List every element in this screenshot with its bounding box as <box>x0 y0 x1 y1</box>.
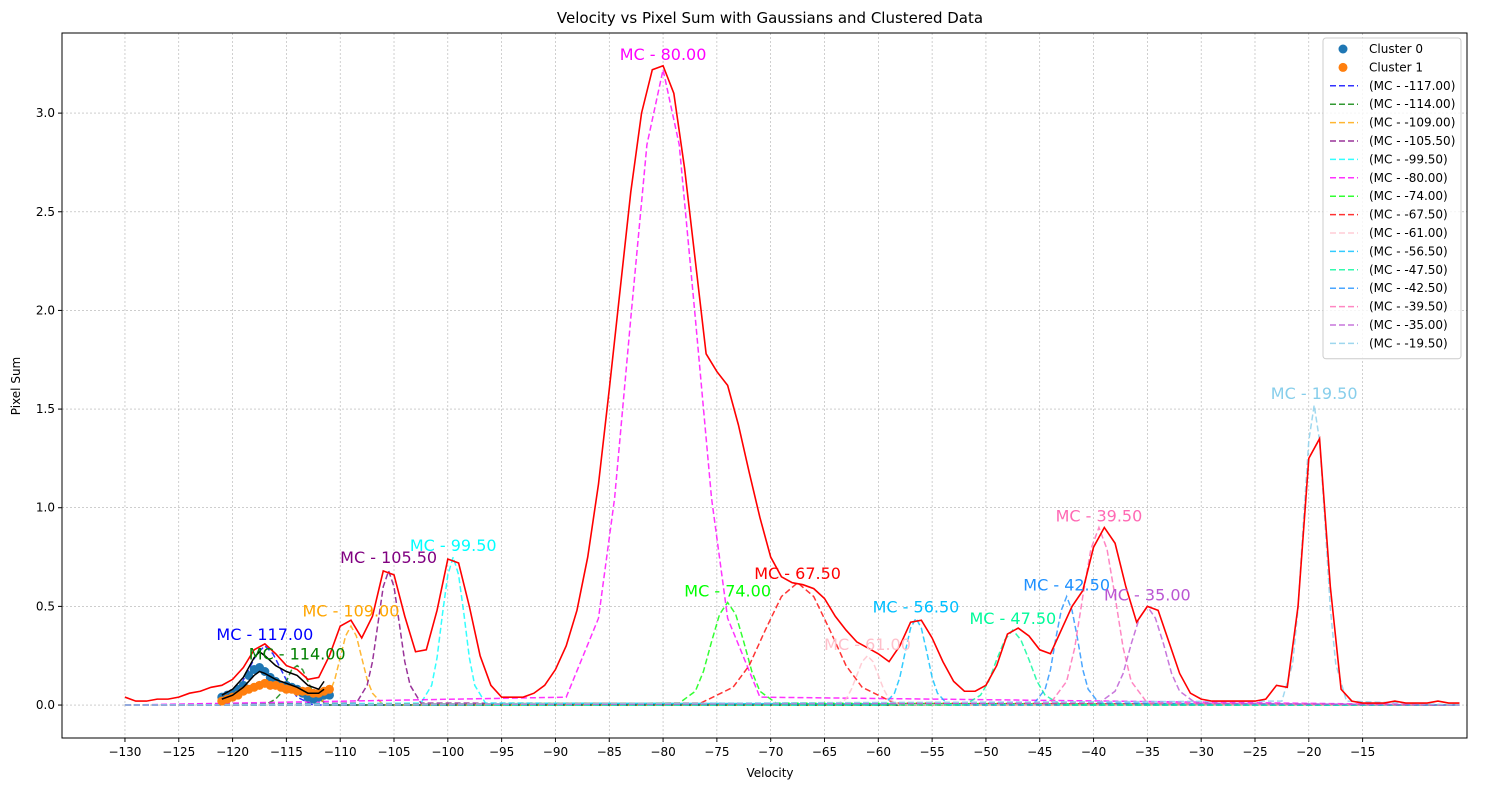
gaussian-line <box>124 405 1460 706</box>
x-tick-label: −120 <box>216 745 249 759</box>
annotation: MC - 19.50 <box>1271 384 1358 403</box>
x-tick-label: −90 <box>543 745 568 759</box>
annotation: MC - 67.50 <box>754 564 841 583</box>
scatter-point <box>324 684 334 694</box>
x-tick-label: −115 <box>270 745 303 759</box>
x-axis-label: Velocity <box>746 766 793 780</box>
fit-line <box>221 670 325 700</box>
y-tick-label: 2.0 <box>36 303 55 317</box>
x-tick-label: −55 <box>919 745 944 759</box>
annotation: MC - 56.50 <box>873 597 960 616</box>
y-tick-label: 1.0 <box>36 501 55 515</box>
y-tick-label: 0.5 <box>36 599 55 613</box>
x-tick-label: −20 <box>1296 745 1321 759</box>
x-tick-label: −100 <box>431 745 464 759</box>
gaussian-line <box>124 664 1460 706</box>
legend-label: Cluster 1 <box>1369 60 1423 74</box>
total-line <box>124 64 1460 704</box>
y-tick-label: 2.5 <box>36 205 55 219</box>
annotation: MC - 39.50 <box>1056 507 1143 526</box>
annotation: MC - 61.00 <box>824 635 911 654</box>
x-tick-label: −45 <box>1027 745 1052 759</box>
legend-label: (MC - -99.50) <box>1369 152 1448 166</box>
legend-marker <box>1338 44 1348 54</box>
annotation: MC - 117.00 <box>216 625 313 644</box>
x-tick-label: −95 <box>489 745 514 759</box>
annotation: MC - 114.00 <box>249 645 346 664</box>
x-tick-label: −60 <box>866 745 891 759</box>
x-tick-label: −85 <box>597 745 622 759</box>
annotation: MC - 105.50 <box>340 548 437 567</box>
x-tick-label: −15 <box>1350 745 1375 759</box>
legend-box <box>1322 37 1462 360</box>
gaussian-line <box>124 616 1460 706</box>
legend-label: (MC - -67.50) <box>1369 208 1448 222</box>
legend-label: (MC - -35.00) <box>1369 318 1448 332</box>
y-tick-label: 3.0 <box>36 106 55 120</box>
legend-label: (MC - -56.50) <box>1369 244 1448 258</box>
annotation: MC - 99.50 <box>410 536 497 555</box>
fit-line <box>221 650 325 696</box>
x-tick-label: −75 <box>704 745 729 759</box>
legend-label: (MC - -80.00) <box>1369 171 1448 185</box>
gaussian-line <box>124 628 1460 706</box>
legend-label: (MC - -105.50) <box>1369 134 1455 148</box>
legend-marker <box>1338 62 1348 72</box>
legend-label: (MC - -39.50) <box>1369 300 1448 314</box>
legend-label: (MC - -117.00) <box>1369 79 1455 93</box>
x-tick-label: −105 <box>378 745 411 759</box>
y-axis-label: Pixel Sum <box>9 357 23 415</box>
x-tick-label: −40 <box>1081 745 1106 759</box>
x-tick-label: −70 <box>758 745 783 759</box>
legend-label: Cluster 0 <box>1369 42 1423 56</box>
gaussian-line <box>124 568 1460 706</box>
gaussian-line <box>124 554 1460 706</box>
annotation: MC - 74.00 <box>684 582 771 601</box>
gaussian-line <box>124 69 1460 706</box>
chart-title: Velocity vs Pixel Sum with Gaussians and… <box>557 9 983 27</box>
y-tick-label: 1.5 <box>36 402 55 416</box>
x-tick-label: −130 <box>108 745 141 759</box>
x-tick-label: −25 <box>1242 745 1267 759</box>
annotation: MC - 42.50 <box>1023 576 1110 595</box>
gaussian-line <box>124 594 1460 706</box>
x-tick-label: −125 <box>162 745 195 759</box>
plot-frame <box>61 32 1468 739</box>
annotation: MC - 80.00 <box>620 45 707 64</box>
gaussian-line <box>124 525 1460 706</box>
x-tick-label: −110 <box>324 745 357 759</box>
legend-label: (MC - -74.00) <box>1369 189 1448 203</box>
annotation: MC - 47.50 <box>969 609 1056 628</box>
legend-label: (MC - -47.50) <box>1369 263 1448 277</box>
gaussian-line <box>124 581 1460 706</box>
legend-label: (MC - -42.50) <box>1369 281 1448 295</box>
gaussian-line <box>124 601 1460 706</box>
x-tick-label: −35 <box>1135 745 1160 759</box>
y-tick-label: 0.0 <box>36 698 55 712</box>
x-tick-label: −65 <box>812 745 837 759</box>
scatter-point <box>260 667 270 677</box>
legend-label: (MC - -109.00) <box>1369 116 1455 130</box>
annotation: MC - 35.00 <box>1104 585 1191 604</box>
x-tick-label: −50 <box>973 745 998 759</box>
legend-label: (MC - -19.50) <box>1369 336 1448 350</box>
legend-label: (MC - -114.00) <box>1369 97 1455 111</box>
legend-label: (MC - -61.00) <box>1369 226 1448 240</box>
annotation: MC - 109.00 <box>303 601 400 620</box>
x-tick-label: −80 <box>650 745 675 759</box>
legend: Cluster 0 Cluster 1 (MC - -117.00) (MC - -1… <box>1322 37 1462 360</box>
x-tick-label: −30 <box>1189 745 1214 759</box>
